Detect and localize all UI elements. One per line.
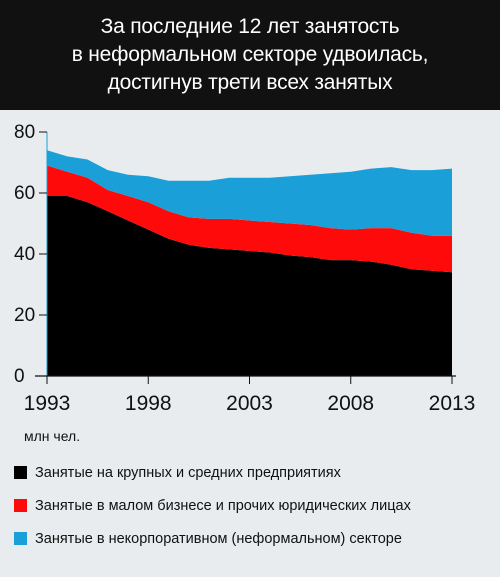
y-tick-label: 40 [14, 244, 35, 265]
y-tick-label: 20 [14, 305, 35, 326]
x-tick-label: 1993 [24, 392, 71, 415]
legend-item-small-business: Занятые в малом бизнесе и прочих юридиче… [14, 489, 494, 522]
legend-label-large-enterprises: Занятые на крупных и средних предприятия… [35, 464, 341, 481]
chart-title-line-3: достигнув трети всех занятых [107, 71, 393, 94]
stacked-area-chart: 0 20 40 60 80 1993 1998 2003 2008 2013 [14, 122, 476, 415]
legend-label-informal-sector: Занятые в некорпоративном (неформальном)… [35, 530, 402, 547]
x-tick-label: 1998 [125, 392, 172, 415]
area-series-small-business [47, 165, 452, 273]
legend-swatch-small-business [14, 499, 27, 512]
unit-label: млн чел. [24, 428, 81, 444]
legend-label-small-business: Занятые в малом бизнесе и прочих юридиче… [35, 497, 411, 514]
area-series-large-enterprises [47, 196, 452, 376]
y-tick-label: 0 [14, 366, 25, 387]
area-series-informal-sector [47, 150, 452, 236]
chart-title-box: За последние 12 лет занятость в неформал… [0, 0, 500, 110]
chart-title-line-2: в неформальном секторе удвоилась, [71, 43, 429, 66]
x-tick-label: 2003 [226, 392, 273, 415]
chart-title-line-1: За последние 12 лет занятость [100, 15, 400, 38]
y-tick-label: 80 [14, 122, 35, 143]
legend-item-large-enterprises: Занятые на крупных и средних предприятия… [14, 456, 494, 489]
legend-swatch-large-enterprises [14, 466, 27, 479]
x-tick-label: 2013 [429, 392, 476, 415]
x-tick-label: 2008 [327, 392, 374, 415]
legend-swatch-informal-sector [14, 532, 27, 545]
legend-item-informal-sector: Занятые в некорпоративном (неформальном)… [14, 522, 494, 555]
legend: Занятые на крупных и средних предприятия… [14, 456, 494, 555]
y-tick-label: 60 [14, 183, 35, 204]
